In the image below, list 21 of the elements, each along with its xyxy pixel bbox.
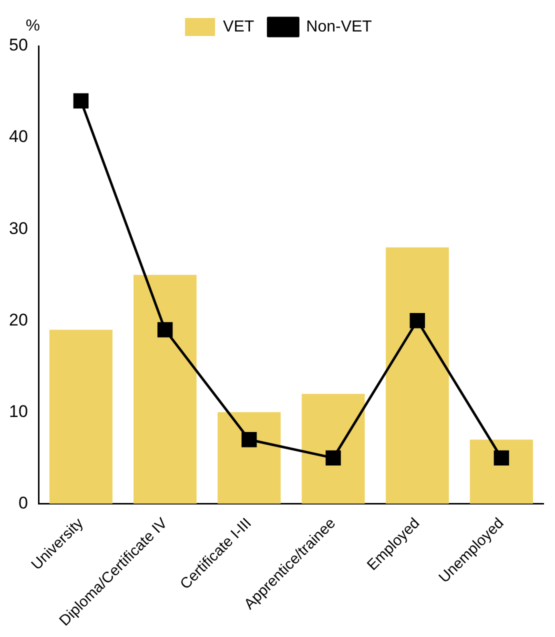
point — [157, 322, 173, 338]
point — [494, 450, 510, 466]
y-tick-label: 0 — [18, 493, 28, 512]
point — [410, 313, 425, 328]
point — [326, 450, 341, 466]
bar — [134, 274, 197, 504]
bar — [470, 440, 533, 504]
y-tick-label: 10 — [8, 402, 28, 421]
y-tick-label: 40 — [8, 127, 28, 146]
bar — [386, 247, 449, 504]
bar — [49, 330, 112, 504]
y-tick-label: 30 — [8, 218, 28, 238]
legend-label: Non-VET — [306, 18, 372, 36]
y-tick-label: 50 — [8, 36, 28, 55]
point — [242, 432, 257, 448]
point — [73, 93, 89, 109]
bar — [218, 412, 281, 504]
y-axis-title: % — [26, 17, 40, 34]
y-tick-label: 20 — [8, 310, 28, 330]
bar — [302, 394, 365, 504]
legend-label: VET — [223, 18, 254, 36]
